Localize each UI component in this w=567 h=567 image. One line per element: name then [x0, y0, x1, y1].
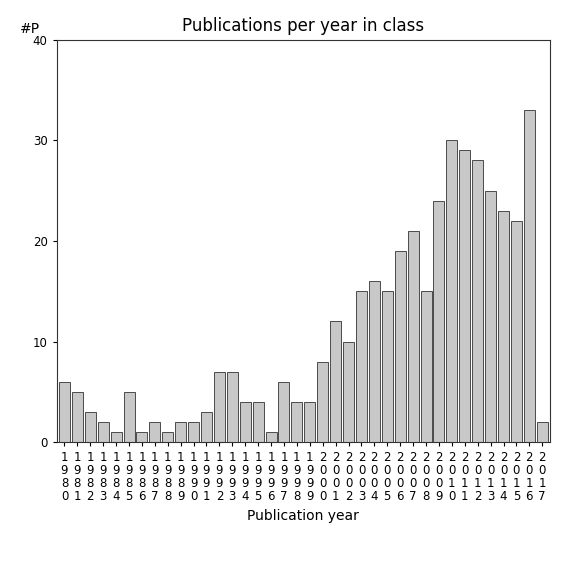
Title: Publications per year in class: Publications per year in class — [182, 18, 425, 35]
Bar — [304, 402, 315, 442]
Bar — [291, 402, 302, 442]
Bar — [227, 372, 238, 442]
Bar — [343, 341, 354, 442]
Bar — [537, 422, 548, 442]
X-axis label: Publication year: Publication year — [247, 509, 359, 523]
Bar — [201, 412, 212, 442]
Bar — [240, 402, 251, 442]
Bar — [369, 281, 380, 442]
Bar — [85, 412, 96, 442]
Bar — [459, 150, 470, 442]
Bar — [175, 422, 186, 442]
Bar — [408, 231, 418, 442]
Bar — [356, 291, 367, 442]
Bar — [472, 160, 483, 442]
Bar — [265, 432, 277, 442]
Bar — [214, 372, 225, 442]
Bar — [149, 422, 160, 442]
Bar — [317, 362, 328, 442]
Bar — [253, 402, 264, 442]
Bar — [382, 291, 393, 442]
Bar — [72, 392, 83, 442]
Bar — [111, 432, 121, 442]
Bar — [421, 291, 431, 442]
Text: #P: #P — [20, 22, 40, 36]
Bar — [98, 422, 109, 442]
Bar — [498, 211, 509, 442]
Bar — [433, 201, 445, 442]
Bar — [524, 110, 535, 442]
Bar — [395, 251, 405, 442]
Bar — [511, 221, 522, 442]
Bar — [137, 432, 147, 442]
Bar — [330, 321, 341, 442]
Bar — [59, 382, 70, 442]
Bar — [162, 432, 174, 442]
Bar — [124, 392, 134, 442]
Bar — [446, 141, 458, 442]
Bar — [188, 422, 199, 442]
Bar — [278, 382, 290, 442]
Bar — [485, 191, 496, 442]
